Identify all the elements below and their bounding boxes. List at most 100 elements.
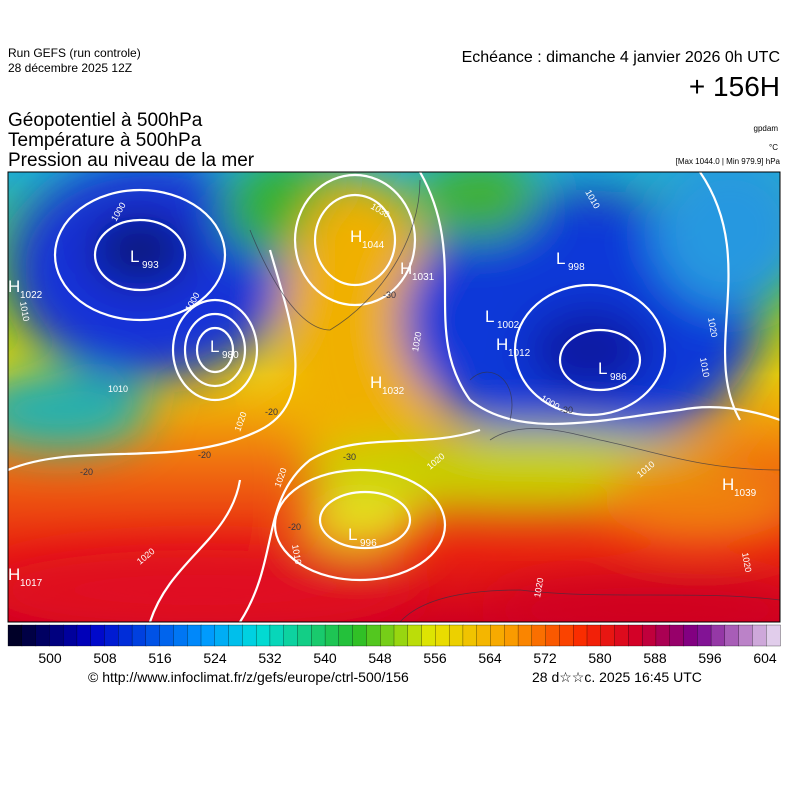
colorbar-cell [311,624,326,647]
colorbar-cell [462,624,478,647]
isobar-label: 1010 [18,301,31,322]
colorbar-label: 532 [258,650,282,666]
center-letter: H [400,259,412,278]
colorbar-cell [324,624,340,647]
colorbar-cell [62,624,78,647]
colorbar-cell [200,624,216,647]
center-pressure: 1039 [734,488,757,499]
center-pressure: 1044 [362,240,385,251]
colorbar-cell [559,624,574,647]
center-letter: H [370,373,382,392]
center-letter: H [350,227,362,246]
colorbar-cell [145,624,161,647]
colorbar-cell [187,624,202,647]
source-url: © http://www.infoclimat.fr/z/gefs/europe… [88,669,409,685]
colorbar-cell [283,624,299,647]
colorbar-cell [242,624,257,647]
colorbar-cell [49,624,64,647]
colorbar-label: 500 [38,650,62,666]
pressure-range: [Max 1044.0 | Min 979.9] hPa [676,157,781,166]
colorbar-cell [421,624,437,647]
colorbar-cell [517,624,533,647]
colorbar-cell [407,624,423,647]
colorbar-cell [448,624,464,647]
isobar-label: 1010 [108,384,128,394]
isobar-label: 1020 [740,552,753,573]
temperature-label: -20 [80,467,93,477]
colorbar-cell [600,624,616,647]
colorbar-cell [628,624,643,647]
isobar-label: 1020 [706,317,719,338]
colorbar-cell [435,624,450,647]
colorbar-cell [614,624,630,647]
center-letter: L [130,247,139,266]
center-letter: L [348,525,357,544]
colorbar-cell [255,624,271,647]
colorbar-cell [269,624,285,647]
colorbar-cell [214,624,230,647]
center-pressure: 1022 [20,290,43,301]
colorbar-cell [504,624,519,647]
temperature-label: -30 [383,290,396,300]
temperature-label: -20 [265,407,278,417]
isobar-label: 1010 [698,357,711,378]
colorbar-cell [697,624,712,647]
colorbar-cell [573,624,588,647]
colorbar-cell [545,624,561,647]
center-pressure: 996 [360,538,377,549]
temperature-label: -30 [343,452,356,462]
colorbar-cell [297,624,312,647]
unit: gpdam [754,124,779,133]
colorbar-label: 508 [93,650,117,666]
colorbar-label: 548 [368,650,392,666]
colorbar-label: 564 [478,650,502,666]
colorbar-cell [7,624,23,647]
colorbar-cell [586,624,602,647]
temperature-label: -30 [560,405,573,415]
colorbar-label: 572 [533,650,557,666]
colorbar-label: 524 [203,650,227,666]
field-name: Température à 500hPa [8,130,202,151]
colorbar-cell [531,624,547,647]
colorbar-cell [131,624,147,647]
center-letter: H [8,565,20,584]
render-time: 28 d☆☆c. 2025 16:45 UTC [532,669,702,685]
colorbar-label: 580 [588,650,612,666]
center-letter: L [556,249,565,268]
colorbar-cell [641,624,657,647]
center-pressure: 1002 [497,320,520,331]
center-pressure: 998 [568,262,585,273]
isobar-label: 1020 [532,577,545,598]
colorbar-cell [476,624,492,647]
colorbar-cell [366,624,381,647]
colorbar-cell [118,624,133,647]
field-name: Pression au niveau de la mer [8,150,255,171]
colorbar-cell [724,624,740,647]
coastlines [249,179,780,622]
colorbar-cell [380,624,395,647]
colorbar-cell [669,624,685,647]
field-name: Géopotentiel à 500hPa [8,110,203,131]
valid-time: Echéance : dimanche 4 janvier 2026 0h UT… [462,49,780,66]
center-letter: L [485,307,494,326]
center-letter: H [496,335,508,354]
colorbar-label: 540 [313,650,337,666]
colorbar-cell [710,624,726,647]
center-pressure: 1012 [508,348,531,359]
colorbar-cell [90,624,106,647]
center-pressure: 993 [142,260,159,271]
colorbar-cell [766,624,781,647]
colorbar-cell [338,624,354,647]
center-pressure: 1031 [412,272,435,283]
colorbar-label: 604 [753,650,777,666]
run-date: 28 décembre 2025 12Z [8,61,132,75]
map-area [8,172,780,622]
colorbar-cell [683,624,698,647]
center-pressure: 1032 [382,386,405,397]
center-pressure: 980 [222,350,239,361]
colorbar-cell [159,624,175,647]
temperature-label: -20 [198,450,211,460]
isobar-label: 1020 [410,331,423,352]
